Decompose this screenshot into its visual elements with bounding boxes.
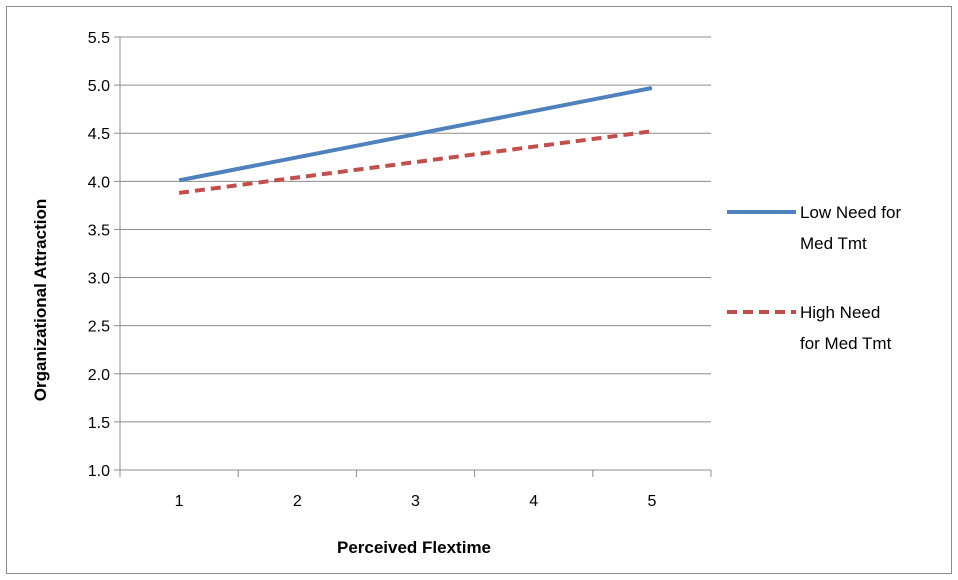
y-tick-label: 2.0 xyxy=(88,367,110,384)
legend-label-2: for Med Tmt xyxy=(800,334,892,353)
legend-label-2: High Need xyxy=(800,303,880,322)
x-tick-label: 5 xyxy=(647,493,656,510)
series-line-2 xyxy=(178,129,653,195)
y-tick-labels: 1.0 1.5 2.0 2.5 3.0 3.5 4.0 4.5 5.0 5.5 xyxy=(88,30,110,480)
x-axis-title: Perceived Flextime xyxy=(337,538,491,557)
legend: Low Need for Med Tmt High Need for Med Tmt xyxy=(727,203,901,353)
y-tick-label: 1.5 xyxy=(88,415,110,432)
y-tick-label: 3.0 xyxy=(88,271,110,288)
axes xyxy=(114,36,712,477)
x-tick-label: 3 xyxy=(411,493,420,510)
y-tick-label: 2.5 xyxy=(88,319,110,336)
series-lines xyxy=(178,86,653,195)
grid-lines xyxy=(120,36,711,423)
series-line-1 xyxy=(178,86,653,183)
y-tick-label: 4.0 xyxy=(88,174,110,191)
x-tick-label: 4 xyxy=(529,493,538,510)
y-tick-label: 5.0 xyxy=(88,78,110,95)
y-tick-label: 3.5 xyxy=(88,222,110,239)
x-tick-label: 2 xyxy=(293,493,302,510)
legend-label-1: Low Need for xyxy=(800,203,901,222)
y-tick-label: 4.5 xyxy=(88,126,110,143)
chart-frame xyxy=(6,6,952,574)
y-tick-label: 5.5 xyxy=(88,30,110,47)
y-tick-label: 1.0 xyxy=(88,463,110,480)
x-tick-label: 1 xyxy=(175,493,184,510)
y-axis-title: Organizational Attraction xyxy=(31,199,50,401)
x-tick-labels: 1 2 3 4 5 xyxy=(175,493,657,510)
legend-label-1: Med Tmt xyxy=(800,234,867,253)
